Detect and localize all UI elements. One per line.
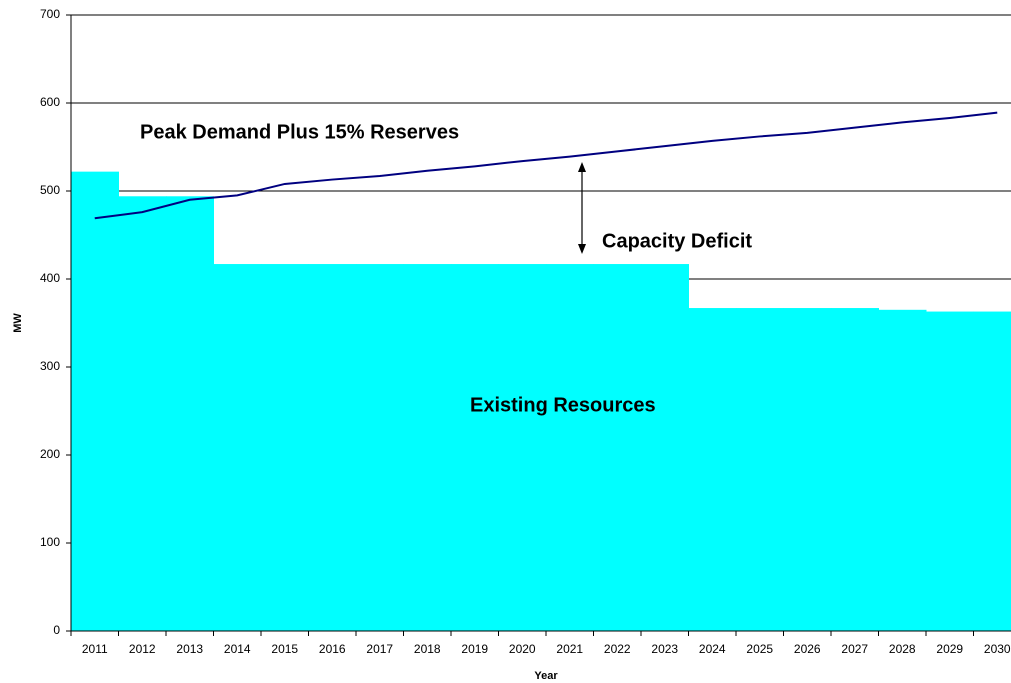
x-tick-label: 2025 <box>746 642 773 656</box>
x-tick-label: 2019 <box>461 642 488 656</box>
y-tick-label: 200 <box>40 447 60 461</box>
x-tick-label: 2016 <box>319 642 346 656</box>
bar <box>261 264 309 631</box>
bar <box>308 264 357 631</box>
bar <box>213 264 262 631</box>
y-axis-label: MW <box>12 313 24 333</box>
bar <box>688 308 737 631</box>
y-tick-label: 0 <box>53 623 60 637</box>
x-tick-label: 2018 <box>414 642 441 656</box>
x-tick-label: 2015 <box>271 642 298 656</box>
x-tick-label: 2013 <box>176 642 203 656</box>
bar <box>356 264 404 631</box>
bar <box>546 264 594 631</box>
bar <box>783 308 832 631</box>
x-tick-label: 2026 <box>794 642 821 656</box>
bars <box>71 171 1011 631</box>
y-tick-label: 100 <box>40 535 60 549</box>
bar <box>71 171 119 631</box>
bar <box>736 308 784 631</box>
x-tick-label: 2024 <box>699 642 726 656</box>
foreground: 0 100 200 300 400 500 600 700 2011 2012 2013 2014 20… <box>40 7 1011 656</box>
bar <box>498 264 547 631</box>
x-tick-label: 2030 <box>984 642 1011 656</box>
bar <box>593 264 642 631</box>
bar <box>831 308 879 631</box>
x-tick-label: 2022 <box>604 642 631 656</box>
bar <box>166 196 214 631</box>
y-tick-label: 700 <box>40 7 60 21</box>
x-tick-label: 2012 <box>129 642 156 656</box>
bar <box>403 264 452 631</box>
x-tick-label: 2027 <box>841 642 868 656</box>
y-tick-label: 400 <box>40 271 60 285</box>
x-tick-label: 2023 <box>651 642 678 656</box>
x-tick-label: 2014 <box>224 642 251 656</box>
line-annotation: Peak Demand Plus 15% Reserves <box>140 121 459 143</box>
x-tick-label: 2017 <box>366 642 393 656</box>
bar <box>926 311 974 631</box>
bar <box>451 264 499 631</box>
deficit-arrow <box>578 162 586 254</box>
bar <box>878 309 927 631</box>
line <box>94 111 998 220</box>
y-tick-label: 600 <box>40 95 60 109</box>
x-tick-label: 2021 <box>556 642 583 656</box>
y-tick-label: 500 <box>40 183 60 197</box>
x-axis-label: Year <box>534 670 558 682</box>
x-tick-label: 2028 <box>889 642 916 656</box>
bar <box>973 311 1011 631</box>
x-tick-label: 2029 <box>936 642 963 656</box>
bar <box>641 264 689 631</box>
bar-annotation: Existing Resources <box>470 394 656 416</box>
bar <box>118 196 167 631</box>
x-tick-label: 2011 <box>82 642 108 656</box>
y-tick-label: 300 <box>40 359 60 373</box>
deficit-annotation: Capacity Deficit <box>602 230 752 252</box>
x-tick-label: 2020 <box>509 642 536 656</box>
